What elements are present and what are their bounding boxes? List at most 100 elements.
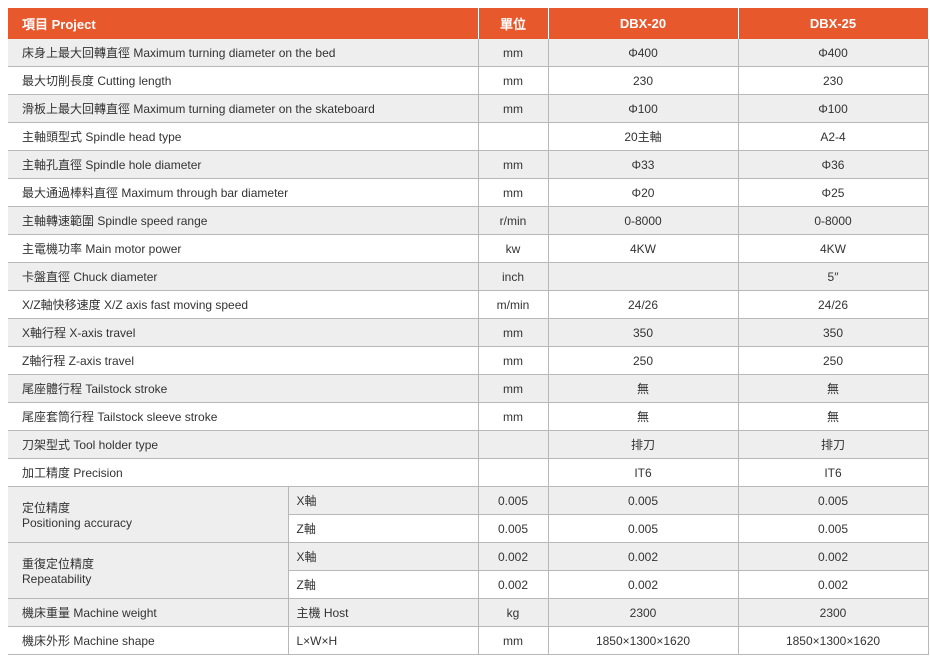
cell: Φ36 [738,151,928,179]
cell: Φ400 [548,39,738,67]
cell: r/min [478,207,548,235]
cell: 1850×1300×1620 [738,627,928,655]
cell: 0.002 [548,571,738,599]
cell [478,123,548,151]
table-row: 加工精度 Precision IT6IT6 [8,459,928,487]
cell: L×W×H [288,627,478,655]
cell: 0.002 [478,571,548,599]
cell: 排刀 [548,431,738,459]
cell: 250 [548,347,738,375]
table-row: 滑板上最大回轉直徑 Maximum turning diameter on th… [8,95,928,123]
cell: 最大通過棒料直徑 Maximum through bar diameter [8,179,478,207]
cell: 最大切削長度 Cutting length [8,67,478,95]
header-unit: 單位 [478,8,548,39]
cell: 無 [738,375,928,403]
cell [478,431,548,459]
cell: Z軸行程 Z-axis travel [8,347,478,375]
cell: 0-8000 [548,207,738,235]
cell: kg [478,599,548,627]
cell: 主電機功率 Main motor power [8,235,478,263]
cell: IT6 [548,459,738,487]
cell: 主軸孔直徑 Spindle hole diameter [8,151,478,179]
table-row: 刀架型式 Tool holder type排刀排刀 [8,431,928,459]
cell: mm [478,627,548,655]
cell: 2300 [738,599,928,627]
cell: 主軸頭型式 Spindle head type [8,123,478,151]
cell: 0.005 [548,487,738,515]
table-row: 機床重量 Machine weight主機 Hostkg23002300 [8,599,928,627]
cell: 主軸轉速範圍 Spindle speed range [8,207,478,235]
cell: 230 [738,67,928,95]
cell: A2-4 [738,123,928,151]
cell: Z軸 [288,515,478,543]
cell: 尾座體行程 Tailstock stroke [8,375,478,403]
cell [548,263,738,291]
cell: 4KW [548,235,738,263]
cell: 排刀 [738,431,928,459]
cell: m/min [478,291,548,319]
table-row: 最大切削長度 Cutting lengthmm230230 [8,67,928,95]
cell: mm [478,151,548,179]
cell: 4KW [738,235,928,263]
cell: mm [478,179,548,207]
cell: mm [478,375,548,403]
cell: 無 [548,403,738,431]
cell: 無 [738,403,928,431]
cell: 230 [548,67,738,95]
cell: 0.005 [478,515,548,543]
cell: X軸 [288,543,478,571]
table-row: 卡盤直徑 Chuck diameterinch5″ [8,263,928,291]
cell: 0.005 [738,515,928,543]
cell: 1850×1300×1620 [548,627,738,655]
cell: Φ33 [548,151,738,179]
table-row: 機床外形 Machine shapeL×W×Hmm1850×1300×16201… [8,627,928,655]
table-row: 主軸轉速範圍 Spindle speed ranger/min0-80000-8… [8,207,928,235]
cell: 加工精度 Precision [8,459,478,487]
cell: 350 [548,319,738,347]
cell: mm [478,403,548,431]
cell: X軸 [288,487,478,515]
cell: 0.005 [738,487,928,515]
cell: 24/26 [738,291,928,319]
cell: 床身上最大回轉直徑 Maximum turning diameter on th… [8,39,478,67]
header-model1: DBX-20 [548,8,738,39]
cell: 卡盤直徑 Chuck diameter [8,263,478,291]
cell: 主機 Host [288,599,478,627]
cell: Φ20 [548,179,738,207]
cell: Φ100 [738,95,928,123]
cell: 2300 [548,599,738,627]
cell: mm [478,67,548,95]
cell: 滑板上最大回轉直徑 Maximum turning diameter on th… [8,95,478,123]
cell: 重復定位精度Repeatability [8,543,288,599]
cell: 無 [548,375,738,403]
cell: 24/26 [548,291,738,319]
table-row: 主電機功率 Main motor powerkw4KW4KW [8,235,928,263]
cell: 機床外形 Machine shape [8,627,288,655]
cell: 250 [738,347,928,375]
cell: 尾座套筒行程 Tailstock sleeve stroke [8,403,478,431]
table-row: 重復定位精度RepeatabilityX軸0.0020.0020.002 [8,543,928,571]
cell: Φ25 [738,179,928,207]
spec-table: 項目 Project 單位 DBX-20 DBX-25 床身上最大回轉直徑 Ma… [8,8,929,655]
cell: Z軸 [288,571,478,599]
cell: 0.002 [738,543,928,571]
cell: 20主軸 [548,123,738,151]
cell: Φ100 [548,95,738,123]
header-project: 項目 Project [8,8,478,39]
table-row: 尾座套筒行程 Tailstock sleeve strokemm無無 [8,403,928,431]
cell: mm [478,39,548,67]
cell: X/Z軸快移速度 X/Z axis fast moving speed [8,291,478,319]
cell: 5″ [738,263,928,291]
table-row: 最大通過棒料直徑 Maximum through bar diametermmΦ… [8,179,928,207]
cell: IT6 [738,459,928,487]
cell: 0.005 [478,487,548,515]
table-row: 定位精度Positioning accuracyX軸0.0050.0050.00… [8,487,928,515]
table-row: 床身上最大回轉直徑 Maximum turning diameter on th… [8,39,928,67]
table-row: Z軸行程 Z-axis travelmm250250 [8,347,928,375]
table-row: 主軸頭型式 Spindle head type 20主軸A2-4 [8,123,928,151]
cell: 0-8000 [738,207,928,235]
header-model2: DBX-25 [738,8,928,39]
cell: Φ400 [738,39,928,67]
cell: 0.002 [738,571,928,599]
table-row: X/Z軸快移速度 X/Z axis fast moving speedm/min… [8,291,928,319]
